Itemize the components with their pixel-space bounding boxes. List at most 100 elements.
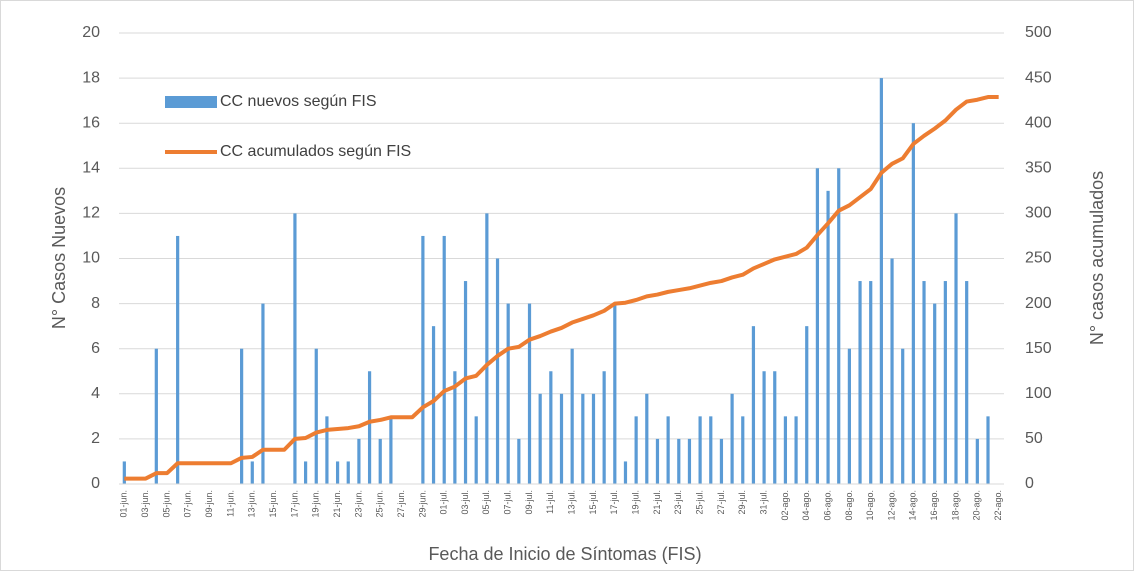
- bar: [666, 416, 670, 484]
- bar: [677, 438, 681, 484]
- bar: [890, 258, 894, 484]
- y-tick-label: 0: [91, 475, 100, 492]
- y-tick-label: 4: [91, 385, 100, 402]
- x-tick-label: 21-jul.: [652, 490, 662, 515]
- y-tick-label: 2: [91, 430, 100, 447]
- bar: [357, 438, 361, 484]
- x-tick-label: 29-jun.: [417, 490, 427, 518]
- bar: [421, 235, 425, 484]
- bar: [965, 281, 969, 484]
- x-tick-label: 13-jul.: [567, 490, 577, 515]
- y2-tick-label: 350: [1025, 160, 1052, 177]
- legend-swatch: [165, 96, 217, 108]
- y-tick-label: 20: [82, 24, 100, 41]
- x-tick-label: 23-jul.: [673, 490, 683, 515]
- x-tick-label: 05-jun.: [161, 490, 171, 518]
- bar: [176, 235, 180, 484]
- bar: [709, 416, 713, 484]
- bar: [250, 461, 254, 484]
- bar: [261, 303, 265, 484]
- bar: [549, 371, 553, 484]
- y-tick-label: 18: [82, 69, 100, 86]
- bar: [794, 416, 798, 484]
- bar: [602, 371, 606, 484]
- bar: [762, 371, 766, 484]
- x-tick-label: 11-jun.: [225, 490, 235, 517]
- x-tick-label: 31-jul.: [758, 490, 768, 515]
- x-tick-label: 19-jul.: [631, 490, 641, 515]
- bar: [837, 168, 841, 485]
- bar: [495, 258, 500, 484]
- bar: [581, 393, 585, 484]
- x-tick-label: 03-jun.: [140, 490, 150, 518]
- bar: [847, 348, 851, 484]
- x-tick-label: 25-jul.: [694, 490, 704, 515]
- bar: [975, 438, 979, 484]
- x-tick-label: 15-jun.: [268, 490, 278, 518]
- bar: [591, 393, 596, 484]
- y-tick-label: 10: [82, 250, 100, 267]
- bar: [474, 416, 478, 484]
- x-tick-label: 10-ago.: [865, 490, 875, 521]
- bar: [943, 281, 947, 484]
- bar: [719, 438, 724, 484]
- bar: [154, 348, 158, 484]
- x-tick-label: 07-jun.: [183, 490, 193, 518]
- x-tick-label: 03-jul.: [460, 490, 470, 515]
- bar: [335, 461, 340, 484]
- bar: [314, 348, 318, 484]
- y-axis-title: N° Casos Nuevos: [49, 187, 69, 329]
- y2-tick-label: 500: [1025, 24, 1052, 41]
- bar: [858, 281, 862, 484]
- x-tick-label: 04-ago.: [801, 490, 811, 521]
- bar: [634, 416, 638, 484]
- bar: [378, 438, 382, 484]
- bar: [655, 438, 660, 484]
- bar: [559, 393, 564, 484]
- bar: [485, 213, 489, 484]
- bar: [911, 123, 915, 484]
- bar: [815, 168, 820, 485]
- x-tick-label: 06-ago.: [822, 490, 832, 521]
- y-tick-label: 8: [91, 295, 100, 312]
- bar: [922, 281, 926, 484]
- x-tick-label: 01-jun.: [119, 490, 129, 518]
- bar: [741, 416, 745, 484]
- bar: [527, 303, 532, 484]
- bar: [783, 416, 788, 484]
- x-tick-label: 08-ago.: [844, 490, 854, 521]
- x-tick-label: 23-jun.: [353, 490, 363, 518]
- bar: [826, 190, 830, 484]
- bar: [773, 371, 777, 484]
- y-tick-label: 12: [82, 205, 100, 222]
- x-tick-label: 15-jul.: [588, 490, 598, 515]
- x-tick-label: 07-jul.: [503, 490, 513, 515]
- bar: [538, 393, 542, 484]
- bar: [730, 393, 734, 484]
- x-tick-label: 19-jun.: [311, 490, 321, 518]
- x-tick-label: 16-ago.: [929, 490, 939, 521]
- bar: [122, 461, 126, 484]
- x-tick-label: 09-jul.: [524, 490, 534, 515]
- x-tick-label: 18-ago.: [950, 490, 960, 521]
- bar: [933, 303, 937, 484]
- x-tick-label: 09-jun.: [204, 490, 214, 518]
- bar: [698, 416, 702, 484]
- bar: [240, 348, 244, 484]
- x-tick-label: 27-jul.: [716, 490, 726, 515]
- bar: [367, 371, 372, 484]
- bar: [346, 461, 350, 484]
- x-tick-label: 20-ago.: [972, 490, 982, 521]
- x-tick-label: 22-ago.: [993, 490, 1003, 521]
- x-tick-label: 21-jun.: [332, 490, 342, 518]
- x-tick-label: 17-jun.: [289, 490, 299, 518]
- bar: [623, 461, 628, 484]
- x-tick-label: 13-jun.: [247, 490, 257, 518]
- bar: [570, 348, 574, 484]
- y2-tick-label: 400: [1025, 114, 1052, 131]
- bar: [687, 438, 692, 484]
- bar: [517, 438, 521, 484]
- x-axis-title: Fecha de Inicio de Síntomas (FIS): [428, 544, 701, 564]
